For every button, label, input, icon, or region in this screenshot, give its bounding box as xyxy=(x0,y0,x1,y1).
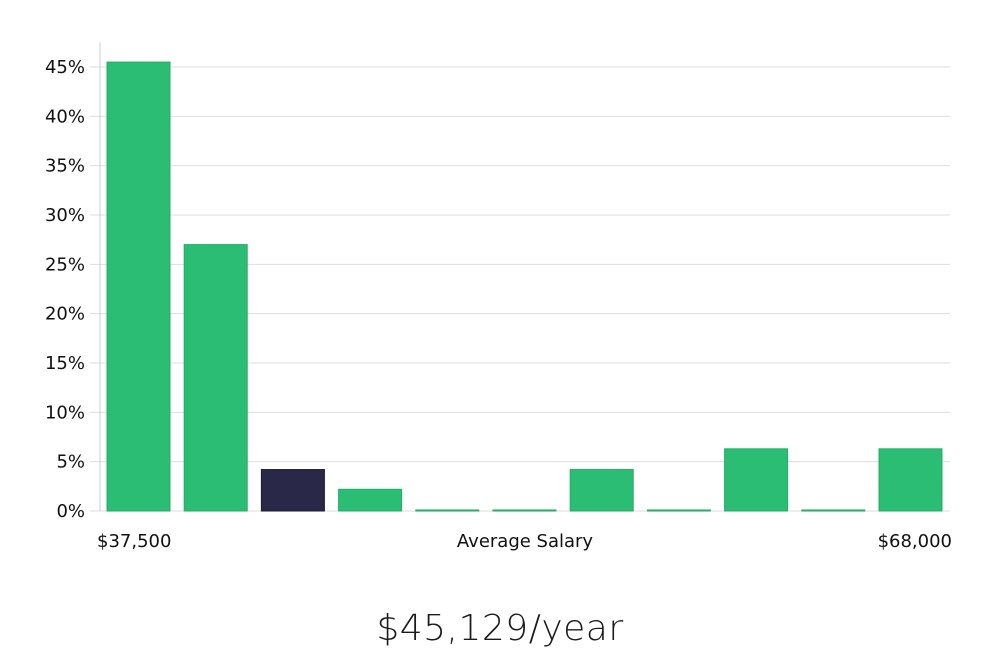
y-tick-label: 0% xyxy=(56,501,85,522)
y-tick-label: 15% xyxy=(45,353,85,374)
y-tick-label: 25% xyxy=(45,254,85,275)
y-tick-label: 5% xyxy=(56,452,85,473)
x-max-label: $68,000 xyxy=(878,531,952,552)
bar-highlighted xyxy=(260,469,325,512)
bar xyxy=(492,509,557,512)
bar xyxy=(724,448,789,512)
y-tick-label: 45% xyxy=(45,57,85,78)
bars xyxy=(106,61,943,512)
y-tick-labels: 0% 5% 10% 15% 20% 25% 30% 35% 40% 45% xyxy=(45,57,85,522)
bar xyxy=(646,509,711,512)
y-tick-label: 10% xyxy=(45,402,85,423)
bar xyxy=(878,448,943,512)
bar xyxy=(415,509,480,512)
bar xyxy=(106,61,171,512)
salary-distribution-chart: 0% 5% 10% 15% 20% 25% 30% 35% 40% 45% $37,500 Ave… xyxy=(45,42,952,552)
y-tick-label: 20% xyxy=(45,304,85,325)
y-tick-label: 40% xyxy=(45,106,85,127)
y-tick-label: 30% xyxy=(45,205,85,226)
bar xyxy=(569,469,634,512)
y-tick-label: 35% xyxy=(45,156,85,177)
bar xyxy=(183,244,248,512)
x-min-label: $37,500 xyxy=(97,531,171,552)
bar xyxy=(801,509,866,512)
x-axis-title: Average Salary xyxy=(457,531,594,552)
average-salary-value: $45,129/year xyxy=(376,608,624,649)
bar xyxy=(338,488,403,512)
